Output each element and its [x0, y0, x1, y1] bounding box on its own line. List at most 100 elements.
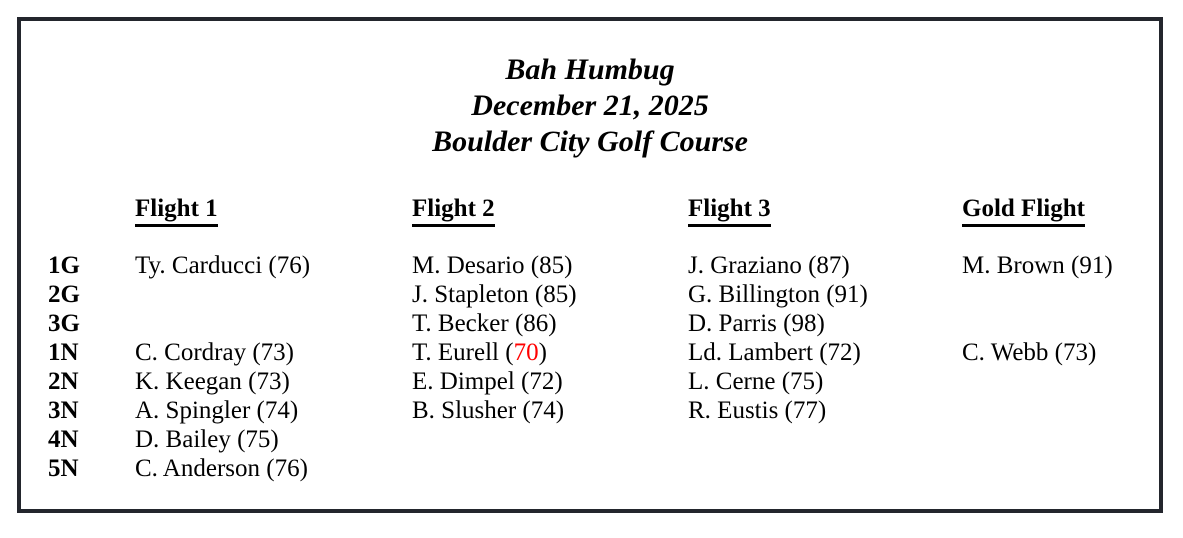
- player-entry: G. Billington (91): [688, 280, 962, 309]
- results-grid-body: 1G Ty. Carducci (76) M. Desario (85) J. Gra…: [48, 251, 1159, 483]
- player-entry: J. Stapleton (85): [412, 280, 688, 309]
- player-name: Ty. Carducci (: [135, 252, 277, 279]
- player-score: 70: [513, 339, 539, 366]
- player-entry: K. Keegan (73): [135, 367, 412, 396]
- score-close-paren: ): [299, 455, 308, 482]
- table-row: 4N D. Bailey (75): [48, 425, 1159, 454]
- column-header-flight-2: Flight 2: [412, 194, 688, 227]
- player-score: 75: [245, 426, 271, 453]
- player-name: D. Bailey (: [135, 426, 246, 453]
- player-name: M. Brown (: [962, 252, 1080, 279]
- score-close-paren: ): [285, 339, 294, 366]
- event-course: Boulder City Golf Course: [432, 125, 748, 158]
- score-close-paren: ): [548, 310, 557, 337]
- player-name: C. Anderson (: [135, 455, 275, 482]
- player-entry: D. Bailey (75): [135, 425, 412, 454]
- score-close-paren: ): [841, 252, 850, 279]
- player-entry: Ty. Carducci (76): [135, 251, 412, 280]
- player-score: 85: [543, 281, 569, 308]
- event-date: December 21, 2025: [471, 89, 709, 122]
- player-name: K. Keegan (: [135, 368, 257, 395]
- row-label: 1G: [48, 252, 80, 279]
- player-score: 98: [791, 310, 817, 337]
- row-label: 3N: [48, 397, 79, 424]
- player-name: G. Billington (: [688, 281, 835, 308]
- document-frame: Bah Humbug December 21, 2025 Boulder Cit…: [17, 17, 1163, 513]
- player-entry: B. Slusher (74): [412, 396, 688, 425]
- row-label: 5N: [48, 455, 79, 482]
- score-close-paren: ): [568, 281, 577, 308]
- table-row: 3N A. Spingler (74) B. Slusher (74) R. Eust…: [48, 396, 1159, 425]
- table-row: 2N K. Keegan (73) E. Dimpel (72) L. Cerne (…: [48, 367, 1159, 396]
- player-score: 73: [260, 339, 286, 366]
- player-score: 87: [816, 252, 842, 279]
- score-close-paren: ): [564, 252, 573, 279]
- player-entry: E. Dimpel (72): [412, 367, 688, 396]
- table-row: 2G J. Stapleton (85) G. Billington (91): [48, 280, 1159, 309]
- player-name: J. Stapleton (: [412, 281, 544, 308]
- player-name: M. Desario (: [412, 252, 540, 279]
- player-score: 86: [523, 310, 549, 337]
- player-entry: C. Cordray (73): [135, 338, 412, 367]
- player-name: T. Becker (: [412, 310, 524, 337]
- table-row: 5N C. Anderson (76): [48, 454, 1159, 483]
- player-entry: C. Anderson (76): [135, 454, 412, 483]
- score-close-paren: ): [1104, 252, 1113, 279]
- player-name: R. Eustis (: [688, 397, 793, 424]
- player-name: Ld. Lambert (: [688, 339, 828, 366]
- player-name: C. Cordray (: [135, 339, 261, 366]
- player-score: 91: [1079, 252, 1105, 279]
- player-score: 74: [264, 397, 290, 424]
- player-score: 77: [792, 397, 818, 424]
- column-header-gold-flight: Gold Flight: [962, 194, 1159, 227]
- player-score: 73: [1063, 339, 1088, 366]
- player-score: 73: [256, 368, 282, 395]
- score-close-paren: ): [281, 368, 290, 395]
- table-row: 1G Ty. Carducci (76) M. Desario (85) J. Gra…: [48, 251, 1159, 280]
- row-label: 4N: [48, 426, 79, 453]
- score-close-paren: ): [816, 310, 825, 337]
- score-close-paren: ): [817, 397, 827, 424]
- score-close-paren: ): [1088, 339, 1097, 366]
- player-name: D. Parris (: [688, 310, 792, 337]
- player-entry: T. Eurell (70): [412, 338, 688, 367]
- score-close-paren: ): [859, 281, 868, 308]
- player-entry: R. Eustis (77): [688, 396, 962, 425]
- score-close-paren: ): [538, 339, 547, 366]
- column-header-flight-3: Flight 3: [688, 194, 962, 227]
- score-close-paren: ): [852, 339, 861, 366]
- player-entry: L. Cerne (75): [688, 367, 962, 396]
- row-label: 2G: [48, 281, 80, 308]
- player-name: B. Slusher (: [412, 397, 531, 424]
- player-entry: D. Parris (98): [688, 309, 962, 338]
- score-close-paren: ): [270, 426, 279, 453]
- player-entry: M. Brown (91): [962, 251, 1159, 280]
- player-score: 91: [834, 281, 860, 308]
- player-score: 72: [827, 339, 853, 366]
- row-label: 2N: [48, 368, 79, 395]
- score-close-paren: ): [301, 252, 311, 279]
- player-score: 76: [276, 252, 302, 279]
- player-name: J. Graziano (: [688, 252, 817, 279]
- player-entry: A. Spingler (74): [135, 396, 412, 425]
- player-entry: Ld. Lambert (72): [688, 338, 962, 367]
- score-close-paren: ): [289, 397, 299, 424]
- score-close-paren: ): [555, 397, 565, 424]
- event-title: Bah Humbug: [505, 53, 675, 86]
- column-header-flight-1: Flight 1: [135, 194, 412, 227]
- table-row: 1N C. Cordray (73) T. Eurell (70) Ld. Lambe…: [48, 338, 1159, 367]
- player-entry: C. Webb (73): [962, 338, 1159, 367]
- row-label: 1N: [48, 339, 79, 366]
- player-entry: M. Desario (85): [412, 251, 688, 280]
- player-name: L. Cerne (: [688, 368, 791, 395]
- player-entry: J. Graziano (87): [688, 251, 962, 280]
- player-name: E. Dimpel (: [412, 368, 530, 395]
- table-header-row: Flight 1 Flight 2 Flight 3 Gold Flight: [48, 194, 1159, 227]
- player-name: A. Spingler (: [135, 397, 265, 424]
- player-entry: T. Becker (86): [412, 309, 688, 338]
- player-name: T. Eurell (: [412, 339, 514, 366]
- score-close-paren: ): [815, 368, 824, 395]
- score-close-paren: ): [554, 368, 563, 395]
- player-score: 76: [274, 455, 300, 482]
- player-score: 74: [530, 397, 556, 424]
